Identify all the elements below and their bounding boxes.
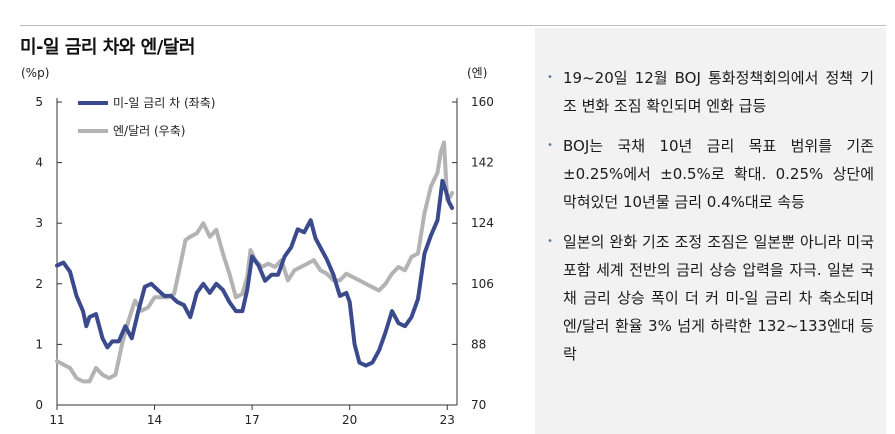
chart-title: 미-일 금리 차와 엔/달러 — [20, 37, 195, 58]
bullet-text: BOJ는 국채 10년 금리 목표 범위를 기존 ±0.25%에서 ±0.5%로… — [563, 137, 874, 211]
left-tick-label: 4 — [35, 156, 43, 170]
series-line-spread — [55, 178, 455, 368]
bullet-item: • 19~20일 12월 BOJ 통화정책회의에서 정책 기조 변화 조짐 확인… — [547, 64, 874, 120]
left-tick-label: 2 — [35, 277, 43, 291]
x-tick-label: 20 — [342, 413, 357, 427]
right-tick-label: 142 — [471, 156, 494, 170]
x-tick-label: 17 — [244, 413, 259, 427]
right-tick-label: 160 — [471, 95, 494, 109]
legend: 미-일 금리 차 (좌축) 엔/달러 (우축) — [78, 96, 215, 138]
legend-label-yen: 엔/달러 (우축) — [113, 124, 185, 138]
left-tick-label: 5 — [35, 95, 43, 109]
bullet-text: 19~20일 12월 BOJ 통화정책회의에서 정책 기조 변화 조짐 확인되며… — [563, 69, 874, 115]
left-tick-label: 1 — [35, 337, 43, 351]
legend-label-spread: 미-일 금리 차 (좌축) — [113, 96, 215, 110]
bullet-dot-icon: • — [547, 236, 553, 247]
right-tick-label: 124 — [471, 216, 494, 230]
x-tick-label: 23 — [440, 413, 455, 427]
bullet-item: • BOJ는 국채 10년 금리 목표 범위를 기존 ±0.25%에서 ±0.5… — [547, 132, 874, 216]
right-tick-label: 106 — [471, 277, 494, 291]
bullet-dot-icon: • — [547, 72, 553, 83]
bullet-dot-icon: • — [547, 140, 553, 151]
right-tick-label: 70 — [471, 398, 486, 412]
x-tick-label: 11 — [49, 413, 64, 427]
chart-lines — [55, 140, 455, 384]
top-divider — [20, 25, 886, 26]
right-axis-unit: (엔) — [467, 66, 487, 80]
bullet-item: • 일본의 완화 기조 조정 조짐은 일본뿐 아니라 미국 포함 세계 전반의 … — [547, 228, 874, 368]
left-tick-label: 0 — [35, 398, 43, 412]
left-axis-unit: (%p) — [21, 66, 49, 80]
x-tick-label: 14 — [147, 413, 162, 427]
commentary-panel: • 19~20일 12월 BOJ 통화정책회의에서 정책 기조 변화 조짐 확인… — [535, 28, 886, 434]
right-tick-label: 88 — [471, 337, 486, 351]
bullet-text: 일본의 완화 기조 조정 조짐은 일본뿐 아니라 미국 포함 세계 전반의 금리… — [563, 233, 874, 363]
left-tick-label: 3 — [35, 216, 43, 230]
